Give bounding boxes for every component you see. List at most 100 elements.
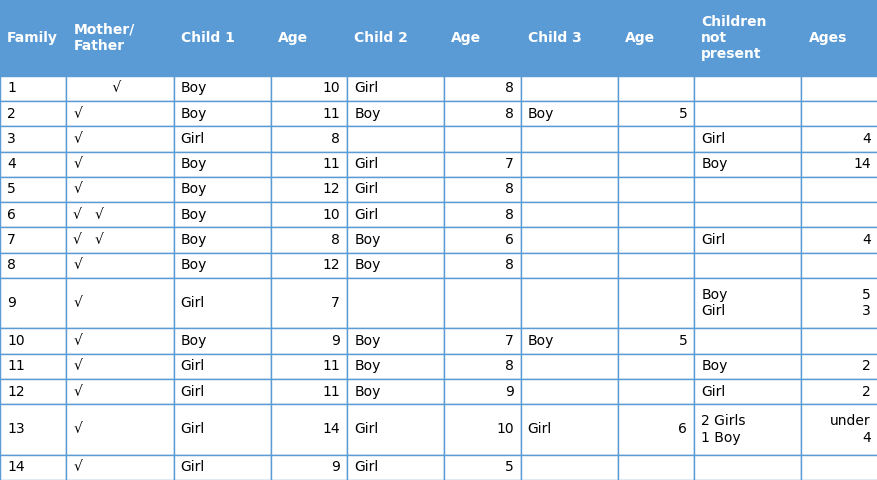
Bar [520, 202, 617, 228]
Bar [694, 0, 801, 76]
Bar [270, 328, 346, 354]
Text: Girl: Girl [353, 208, 378, 222]
Text: Girl: Girl [353, 182, 378, 196]
Bar [174, 177, 270, 202]
Text: 4: 4 [861, 233, 870, 247]
Bar [67, 328, 174, 354]
Bar [694, 252, 801, 278]
Bar [174, 278, 270, 328]
Bar [694, 379, 801, 404]
Bar [694, 328, 801, 354]
Bar [0, 455, 67, 480]
Text: √: √ [74, 258, 82, 272]
Text: Children
not
present: Children not present [701, 15, 766, 61]
Bar [801, 177, 877, 202]
Text: Boy: Boy [353, 360, 380, 373]
Text: 5: 5 [7, 182, 16, 196]
Bar [270, 76, 346, 101]
Text: 10: 10 [322, 208, 339, 222]
Bar [174, 202, 270, 228]
Text: Boy: Boy [701, 157, 727, 171]
Bar [270, 278, 346, 328]
Bar [520, 0, 617, 76]
Bar [346, 354, 444, 379]
Text: Girl: Girl [701, 233, 724, 247]
Bar [174, 404, 270, 455]
Bar [174, 101, 270, 126]
Bar [444, 152, 520, 177]
Bar [0, 404, 67, 455]
Bar [520, 228, 617, 252]
Bar [270, 228, 346, 252]
Text: 8: 8 [504, 82, 513, 96]
Bar [444, 76, 520, 101]
Bar [694, 354, 801, 379]
Bar [346, 126, 444, 152]
Text: Girl: Girl [181, 132, 204, 146]
Bar [67, 0, 174, 76]
Bar [0, 252, 67, 278]
Bar [67, 152, 174, 177]
Bar [0, 354, 67, 379]
Bar [520, 278, 617, 328]
Text: 14: 14 [7, 460, 25, 474]
Bar [520, 177, 617, 202]
Bar [694, 202, 801, 228]
Text: 2 Girls
1 Boy: 2 Girls 1 Boy [701, 414, 745, 444]
Bar [694, 228, 801, 252]
Text: Boy: Boy [353, 233, 380, 247]
Bar [520, 379, 617, 404]
Text: Girl: Girl [181, 422, 204, 436]
Text: 9: 9 [331, 334, 339, 348]
Text: 9: 9 [7, 296, 16, 310]
Bar [270, 379, 346, 404]
Bar [67, 202, 174, 228]
Bar [444, 202, 520, 228]
Bar [801, 354, 877, 379]
Text: 7: 7 [504, 334, 513, 348]
Bar [801, 202, 877, 228]
Bar [0, 278, 67, 328]
Text: √: √ [74, 334, 82, 348]
Text: Girl: Girl [181, 384, 204, 398]
Bar [520, 126, 617, 152]
Text: 10: 10 [322, 82, 339, 96]
Text: 12: 12 [322, 182, 339, 196]
Text: Girl: Girl [353, 422, 378, 436]
Bar [174, 455, 270, 480]
Bar [444, 379, 520, 404]
Bar [67, 455, 174, 480]
Bar [444, 126, 520, 152]
Bar [694, 278, 801, 328]
Text: Boy: Boy [181, 82, 207, 96]
Bar [520, 101, 617, 126]
Bar [617, 404, 694, 455]
Bar [801, 455, 877, 480]
Bar [346, 0, 444, 76]
Bar [0, 328, 67, 354]
Bar [444, 354, 520, 379]
Bar [346, 202, 444, 228]
Bar [346, 228, 444, 252]
Bar [694, 152, 801, 177]
Text: 8: 8 [331, 132, 339, 146]
Bar [346, 379, 444, 404]
Text: 9: 9 [331, 460, 339, 474]
Bar [801, 0, 877, 76]
Bar [520, 252, 617, 278]
Bar [0, 76, 67, 101]
Bar [694, 101, 801, 126]
Bar [617, 228, 694, 252]
Text: Boy: Boy [353, 258, 380, 272]
Text: Boy: Boy [181, 258, 207, 272]
Text: √: √ [74, 360, 82, 373]
Text: √: √ [74, 422, 82, 436]
Bar [617, 202, 694, 228]
Bar [0, 177, 67, 202]
Bar [174, 126, 270, 152]
Text: 11: 11 [322, 360, 339, 373]
Bar [346, 455, 444, 480]
Text: Girl: Girl [701, 384, 724, 398]
Text: Girl: Girl [181, 296, 204, 310]
Bar [444, 252, 520, 278]
